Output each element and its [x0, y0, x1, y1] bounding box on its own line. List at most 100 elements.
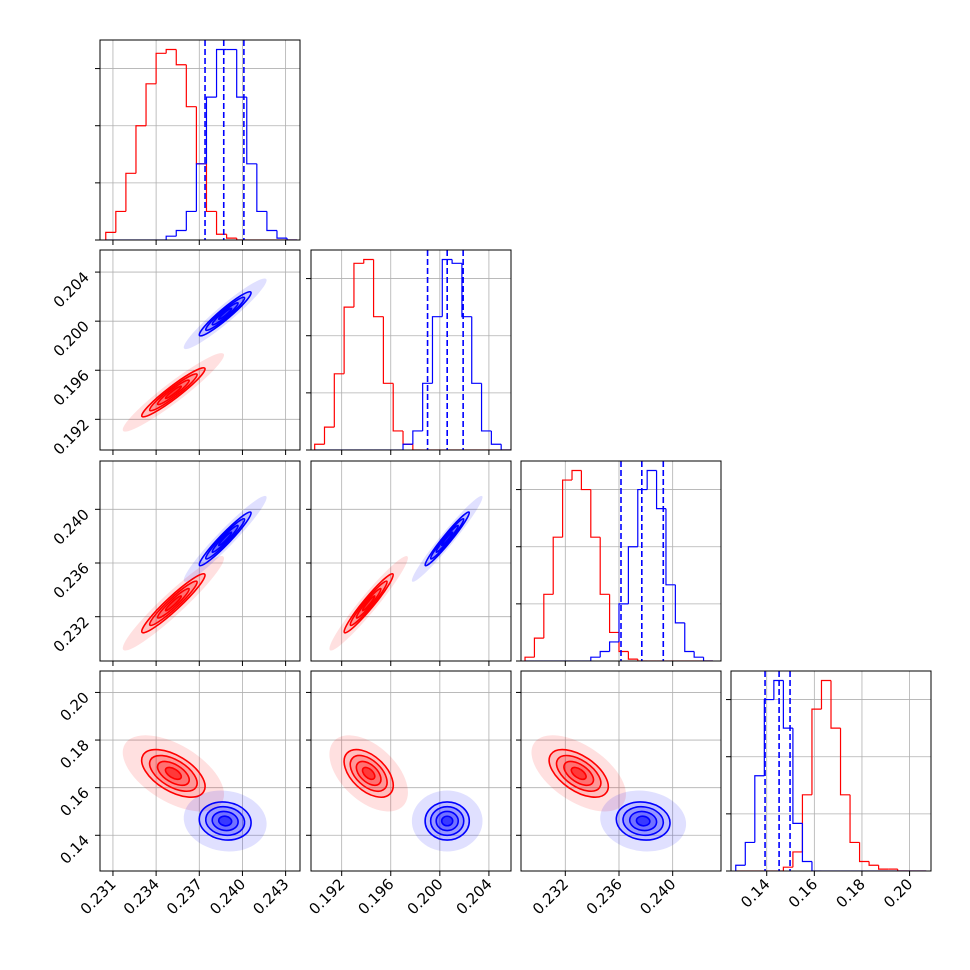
hist-bin: [702, 657, 713, 661]
hist-bin: [839, 728, 851, 796]
panel-frame: [310, 460, 512, 662]
panel-frame: [310, 249, 512, 451]
hist-bin: [266, 211, 277, 232]
hist-bin: [637, 659, 648, 661]
hist-bin: [236, 49, 247, 98]
panel-frame: [520, 460, 722, 662]
hist-bin: [599, 650, 610, 658]
x-tick-label: 0.204: [453, 875, 496, 918]
panel: [311, 250, 511, 450]
hist-bin: [175, 229, 187, 237]
x-tick-label: 0.237: [163, 875, 206, 918]
y-tick-label: 0.240: [50, 505, 93, 548]
hist-bin: [451, 259, 462, 264]
hist-bin: [801, 794, 812, 852]
hist-bin: [125, 172, 136, 212]
hist-bin: [590, 489, 601, 538]
y-tick-label: 0.232: [50, 613, 93, 656]
x-tick-label: 0.234: [120, 875, 163, 918]
hist-bin: [552, 536, 563, 595]
hist-bin: [849, 794, 860, 844]
hist-bin: [185, 64, 197, 108]
x-tick-label: 0.18: [832, 875, 868, 911]
y-tick-label: 0.14: [56, 831, 92, 867]
panel: [100, 671, 300, 871]
y-tick-label: 0.20: [56, 689, 92, 725]
hist-bin: [205, 96, 217, 164]
hist-bin: [155, 52, 167, 84]
x-tick-label: 0.231: [77, 875, 120, 918]
hist-bin: [165, 235, 177, 240]
contour: [164, 595, 183, 612]
x-tick-label: 0.243: [249, 875, 292, 918]
panel: [521, 671, 721, 871]
hist-bin: [533, 637, 544, 658]
x-tick-label: 0.200: [404, 875, 447, 918]
panel: [521, 461, 721, 661]
hist-bin: [323, 426, 335, 445]
hist-bin: [471, 316, 482, 384]
y-tick-label: 0.16: [56, 784, 92, 820]
hist-bin: [333, 373, 345, 428]
hist-bin: [286, 238, 298, 240]
hist-bin: [684, 622, 695, 653]
hist-bin: [543, 593, 554, 639]
panel: [731, 671, 931, 871]
contour: [217, 307, 233, 321]
hist-bin: [524, 656, 535, 661]
x-tick-label: 0.236: [583, 875, 626, 918]
hist-bin: [115, 210, 126, 233]
hist-bin: [782, 866, 793, 871]
hist-bin: [599, 537, 610, 595]
hist-bin: [215, 211, 227, 235]
panel: [100, 250, 300, 450]
hist-bin: [627, 651, 638, 660]
panel-frame: [99, 670, 301, 872]
hist-bin: [135, 125, 147, 174]
panel-frame: [310, 670, 512, 872]
contour: [361, 595, 376, 612]
panel-frame: [730, 670, 932, 872]
hist-bin: [246, 97, 257, 165]
hist-bin: [618, 603, 629, 642]
hist-bin: [226, 234, 237, 239]
panel-frame: [99, 249, 301, 451]
y-tick-label: 0.204: [50, 268, 93, 311]
panel-frame: [99, 460, 301, 662]
hist-bin: [353, 262, 364, 308]
hist-bin: [792, 728, 803, 824]
hist-bin: [693, 651, 704, 658]
x-tick-label: 0.20: [880, 875, 916, 911]
hist-bin: [858, 842, 870, 863]
hist-bin: [461, 263, 472, 318]
panel: [311, 461, 511, 661]
contour: [164, 385, 183, 400]
hist-bin: [256, 163, 267, 213]
hist-bin: [412, 430, 423, 445]
hist-bin: [165, 48, 177, 54]
contour: [217, 531, 233, 547]
hist-bin: [236, 238, 247, 240]
hist-bin: [392, 383, 404, 432]
hist-bin: [627, 546, 638, 604]
hist-bin: [205, 163, 217, 213]
x-tick-label: 0.240: [636, 875, 679, 918]
hist-bin: [175, 49, 187, 66]
hist-bin: [314, 443, 325, 450]
hist-bin: [580, 470, 591, 491]
hist-bin: [363, 258, 374, 264]
hist-bin: [782, 680, 793, 729]
hist-bin: [562, 479, 573, 538]
hist-bin: [185, 210, 197, 231]
hist-bin: [195, 163, 207, 212]
panel: [100, 40, 300, 240]
hist-bin: [773, 679, 784, 700]
y-tick-label: 0.192: [50, 415, 93, 458]
hist-bin: [490, 430, 502, 445]
hist-bin: [480, 383, 492, 432]
hist-bin: [792, 851, 803, 868]
hist-bin: [590, 656, 601, 661]
hist-bin: [372, 259, 384, 318]
hist-bin: [665, 508, 676, 586]
